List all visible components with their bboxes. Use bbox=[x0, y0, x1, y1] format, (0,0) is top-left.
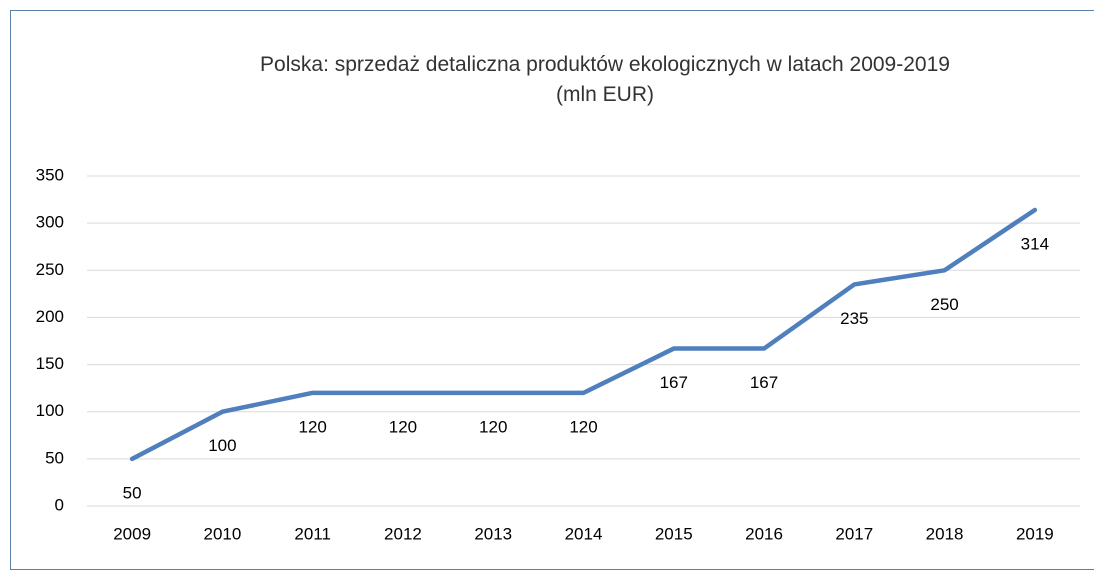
x-tick-label: 2009 bbox=[113, 524, 151, 543]
data-label: 120 bbox=[569, 417, 597, 436]
y-tick-label: 250 bbox=[36, 260, 64, 279]
data-label: 120 bbox=[389, 417, 417, 436]
y-tick-label: 200 bbox=[36, 307, 64, 326]
x-tick-label: 2018 bbox=[926, 524, 964, 543]
data-label: 314 bbox=[1021, 234, 1049, 253]
data-label: 167 bbox=[750, 373, 778, 392]
x-tick-label: 2017 bbox=[835, 524, 873, 543]
title-block: Polska: sprzedaż detaliczna produktów ek… bbox=[190, 50, 1020, 110]
y-tick-label: 0 bbox=[55, 495, 64, 514]
chart: 0 50 100 150 200 250 300 350 2009 2010 2011 2012 201… bbox=[36, 165, 1080, 543]
data-label: 120 bbox=[479, 417, 507, 436]
data-label: 250 bbox=[930, 295, 958, 314]
data-label: 235 bbox=[840, 309, 868, 328]
x-tick-label: 2016 bbox=[745, 524, 783, 543]
data-label: 120 bbox=[298, 417, 326, 436]
chart-title: Polska: sprzedaż detaliczna produktów ek… bbox=[260, 53, 950, 76]
x-tick-label: 2013 bbox=[474, 524, 512, 543]
x-tick-label: 2011 bbox=[294, 524, 331, 543]
y-tick-label: 50 bbox=[45, 448, 64, 467]
x-tick-label: 2015 bbox=[655, 524, 693, 543]
x-tick-label: 2014 bbox=[565, 524, 603, 543]
chart-subtitle: (mln EUR) bbox=[556, 83, 654, 106]
x-tick-label: 2012 bbox=[384, 524, 422, 543]
x-tick-label: 2019 bbox=[1016, 524, 1054, 543]
y-tick-label: 300 bbox=[36, 213, 64, 232]
y-tick-label: 150 bbox=[36, 354, 64, 373]
data-label: 167 bbox=[660, 373, 688, 392]
page: {"chart_data": {"type": "line", "title":… bbox=[10, 10, 1094, 570]
x-tick-label: 2010 bbox=[203, 524, 241, 543]
data-label: 50 bbox=[123, 483, 142, 502]
data-label: 100 bbox=[208, 436, 236, 455]
line-series bbox=[129, 207, 1038, 462]
y-tick-label: 350 bbox=[36, 165, 64, 184]
y-tick-label: 100 bbox=[36, 401, 64, 420]
